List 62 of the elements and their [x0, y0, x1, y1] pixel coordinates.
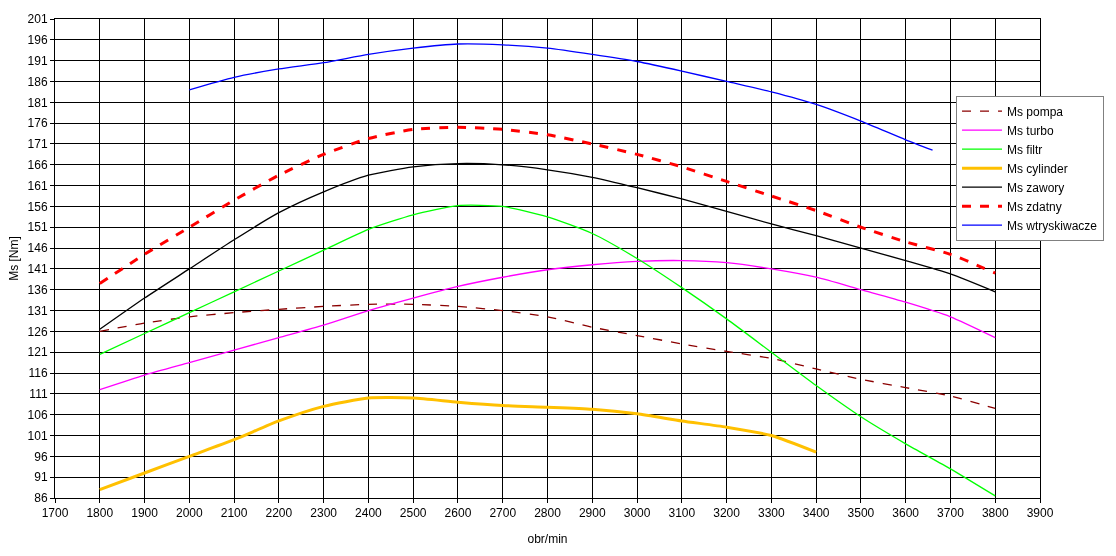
x-tick-label: 3800 [981, 506, 1009, 521]
y-tick-label: 191 [27, 53, 48, 68]
y-tick-label: 86 [34, 491, 48, 506]
line-series [98, 125, 997, 285]
x-tick-label: 3300 [758, 506, 786, 521]
y-tick-label: 111 [29, 387, 48, 402]
y-tick-label: 116 [28, 366, 48, 381]
y-tick-label: 161 [27, 178, 48, 193]
x-tick-label: 1900 [131, 506, 159, 521]
y-tick-label: 96 [34, 449, 48, 464]
line-series [188, 43, 934, 151]
y-tick-label: 181 [27, 95, 48, 110]
x-tick-label: 2600 [444, 506, 472, 521]
x-tick-label: 3700 [937, 506, 965, 521]
y-tick-label: 101 [27, 428, 48, 443]
y-tick-label: 166 [27, 157, 48, 172]
x-tick-label: 3000 [623, 506, 651, 521]
x-tick-label: 1800 [86, 506, 114, 521]
y-tick-label: 171 [27, 137, 48, 152]
legend-label: Ms zawory [1007, 180, 1065, 195]
x-tick-label: 3500 [847, 506, 875, 521]
legend-label: Ms turbo [1007, 123, 1055, 138]
x-tick-label: 3200 [713, 506, 741, 521]
y-axis-title: Ms [Nm] [6, 236, 21, 281]
legend-label: Ms wtryskiwacze [1007, 218, 1098, 233]
y-tick-label: 186 [27, 74, 48, 89]
y-tick-label: 91 [34, 470, 48, 485]
x-tick-label: 3400 [802, 506, 830, 521]
y-tick-label: 201 [27, 12, 48, 27]
line-series [99, 259, 996, 391]
x-tick-label: 1700 [41, 506, 69, 521]
legend-label: Ms pompa [1007, 104, 1064, 119]
legend-label: Ms zdatny [1007, 199, 1062, 214]
y-tick-label: 156 [27, 199, 48, 214]
y-tick-label: 121 [27, 345, 48, 360]
x-axis-title: obr/min [527, 532, 568, 547]
y-tick-label: 141 [27, 262, 48, 277]
x-tick-label: 2700 [489, 506, 517, 521]
x-tick-label: 2500 [399, 506, 427, 521]
legend-label: Ms cylinder [1007, 161, 1068, 176]
line-series [99, 303, 996, 410]
legend-label: Ms filtr [1007, 142, 1043, 157]
line-series [98, 396, 818, 492]
x-tick-label: 2900 [578, 506, 606, 521]
y-tick-label: 131 [27, 303, 48, 318]
x-tick-label: 2400 [355, 506, 383, 521]
y-tick-label: 151 [27, 220, 48, 235]
y-tick-label: 106 [27, 407, 48, 422]
y-tick-label: 146 [27, 241, 48, 256]
x-tick-label: 2000 [175, 506, 203, 521]
x-tick-label: 3900 [1026, 506, 1054, 521]
x-tick-label: 3100 [668, 506, 696, 521]
y-tick-label: 176 [27, 116, 48, 131]
x-tick-label: 2100 [220, 506, 248, 521]
x-tick-label: 3600 [892, 506, 920, 521]
x-tick-label: 2200 [265, 506, 293, 521]
x-tick-label: 2300 [310, 506, 338, 521]
y-tick-label: 196 [27, 33, 48, 48]
y-tick-label: 126 [27, 324, 48, 339]
x-tick-label: 2800 [534, 506, 562, 521]
y-tick-label: 136 [27, 282, 48, 297]
line-series [99, 204, 996, 497]
